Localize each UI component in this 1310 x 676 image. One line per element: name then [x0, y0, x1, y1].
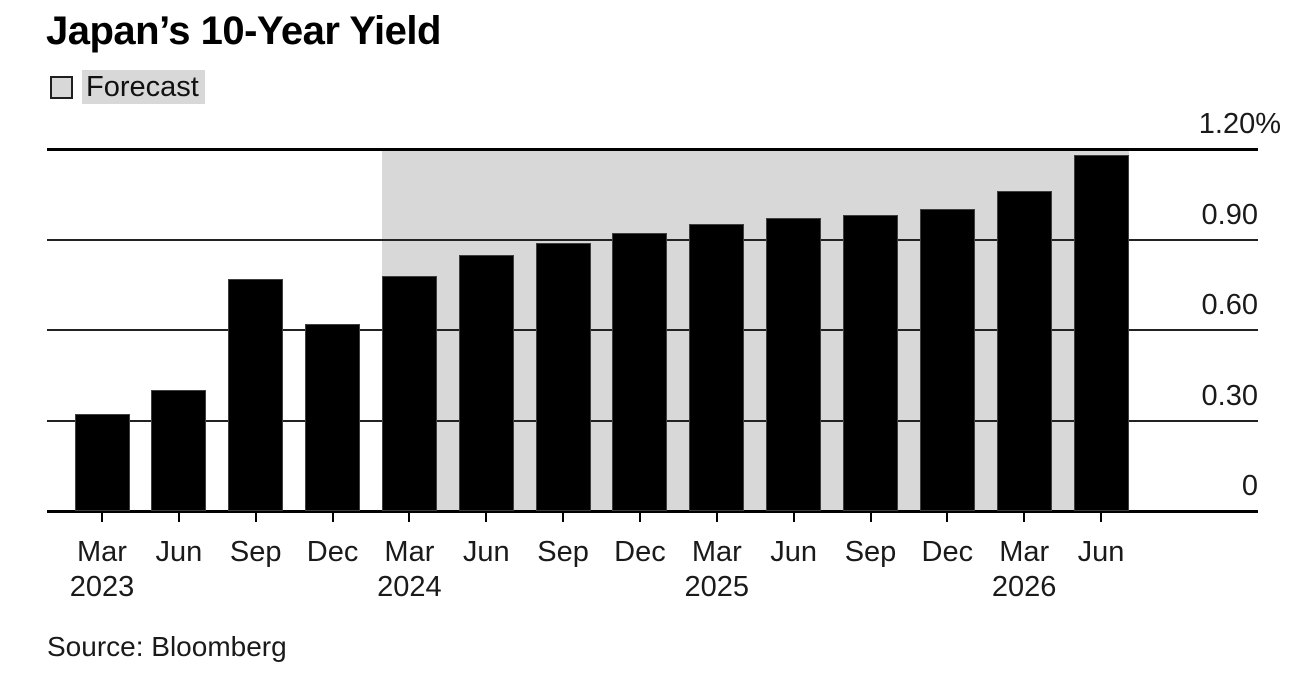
x-axis-month-label: Sep	[537, 536, 589, 568]
x-axis-month-label: Dec	[614, 536, 666, 568]
y-axis-label: 0.30	[1201, 379, 1258, 412]
x-axis-tick	[792, 513, 795, 522]
bar-jun-2025	[766, 218, 822, 511]
axis-line	[47, 509, 1258, 513]
x-axis-year-label: 2023	[69, 571, 135, 603]
bar-mar-2023	[74, 414, 130, 511]
bar-jun-2024	[458, 254, 514, 511]
bar-sep-2024	[535, 242, 591, 511]
chart-title: Japan’s 10-Year Yield	[46, 9, 441, 53]
x-axis-month-label: Jun	[155, 536, 203, 568]
x-axis-year-label: 2026	[991, 571, 1057, 603]
x-axis-month-label: Jun	[770, 536, 818, 568]
x-axis-tick	[485, 513, 488, 522]
x-axis-tick	[869, 513, 872, 522]
axis-line	[47, 147, 1258, 151]
x-axis-tick	[638, 513, 641, 522]
bar-sep-2025	[843, 215, 898, 511]
bar-jun-2023	[151, 390, 207, 511]
bar-dec-2025	[919, 209, 975, 511]
x-axis-month-label: Jun	[462, 536, 510, 568]
x-axis-month-label: Jun	[1077, 536, 1125, 568]
bar-dec-2023	[305, 323, 361, 511]
x-axis-month-label: Dec	[921, 536, 974, 568]
y-axis-label: 0.60	[1201, 289, 1258, 321]
x-axis-month-label: Sep	[229, 536, 282, 568]
source-attribution: Source: Bloomberg	[47, 631, 287, 662]
y-axis-label: 1.20%	[1198, 108, 1281, 140]
bar-jun-2026	[1073, 155, 1129, 511]
bar-mar-2025	[689, 224, 745, 511]
bar-mar-2026	[996, 191, 1052, 511]
x-axis-tick	[101, 513, 103, 522]
x-axis-year-label: 2025	[684, 571, 750, 603]
x-axis-tick	[715, 513, 718, 522]
y-axis-label: 0.90	[1201, 198, 1258, 231]
x-axis-tick	[177, 513, 180, 522]
forecast-legend-swatch	[50, 75, 73, 99]
bar-dec-2024	[612, 233, 668, 511]
x-axis-month-label: Mar	[77, 536, 127, 568]
x-axis-tick	[331, 513, 334, 522]
x-axis-tick	[408, 513, 411, 522]
legend: Forecast	[50, 70, 205, 104]
x-axis-month-label: Mar	[384, 536, 435, 568]
forecast-legend-label: Forecast	[82, 70, 205, 104]
x-axis-month-label: Mar	[691, 536, 742, 568]
x-axis-tick	[254, 513, 257, 522]
x-axis-tick	[1100, 513, 1103, 522]
y-axis-label: 0	[1241, 470, 1258, 502]
x-axis-month-label: Sep	[844, 536, 897, 568]
bar-mar-2024	[381, 275, 437, 511]
x-axis-tick	[946, 513, 949, 522]
x-axis-month-label: Dec	[306, 536, 359, 568]
x-axis-tick	[562, 513, 565, 522]
bar-sep-2023	[228, 278, 284, 511]
x-axis-year-label: 2024	[377, 571, 442, 603]
x-axis-month-label: Mar	[999, 536, 1050, 568]
x-axis-tick	[1023, 513, 1026, 522]
